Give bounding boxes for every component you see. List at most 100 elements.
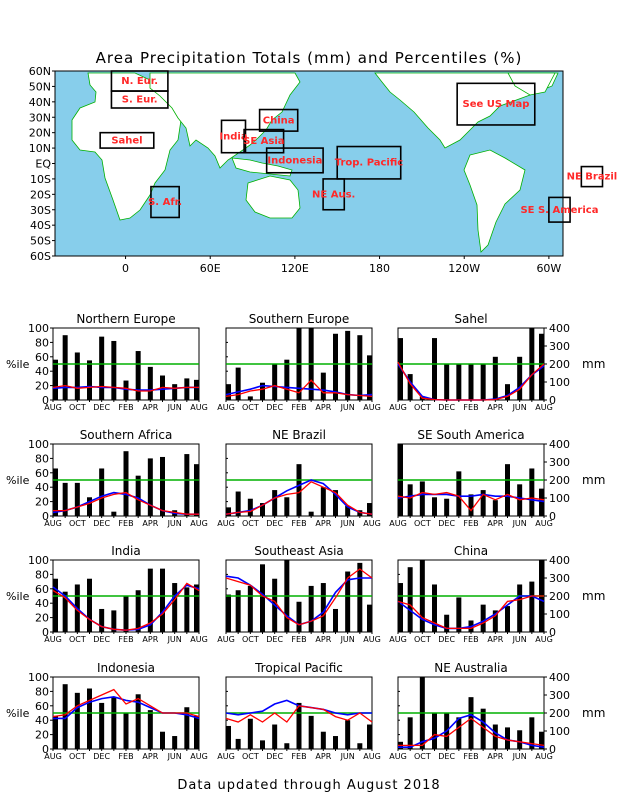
right-tick-label: 0 — [549, 626, 556, 639]
left-tick-label: 60 — [35, 583, 49, 596]
left-tick-label: 100 — [28, 322, 49, 335]
x-tick-label: DEC — [266, 403, 283, 412]
left-tick-label: 40 — [35, 365, 49, 378]
x-tick-label: FEB — [463, 635, 478, 644]
percentile-bar — [320, 487, 326, 516]
x-tick-label: FEB — [118, 752, 133, 761]
percentile-bar — [432, 584, 437, 632]
map-lat-label: 20N — [29, 127, 51, 140]
percentile-bar — [87, 688, 92, 749]
x-tick-label: JUN — [340, 403, 355, 412]
right-tick-label: 200 — [549, 707, 570, 720]
x-tick-label: AUG — [44, 635, 62, 644]
percentile-bar — [111, 697, 117, 749]
percentile-bar — [333, 608, 338, 632]
figure-title: Area Precipitation Totals (mm) and Perce… — [96, 49, 523, 67]
x-tick-label: DEC — [93, 403, 110, 412]
x-tick-label: DEC — [438, 403, 455, 412]
percentile-bar — [272, 490, 278, 516]
percentile-bar — [345, 505, 351, 516]
region-box — [110, 90, 169, 109]
percentile-bar — [345, 330, 351, 400]
percentile-bar — [407, 484, 413, 516]
percentile-bar — [480, 708, 486, 749]
x-tick-label: APR — [142, 752, 158, 761]
x-tick-label: AUG — [190, 519, 208, 528]
panel-title: Southern Africa — [80, 428, 173, 442]
percentile-bar — [367, 355, 372, 400]
percentile-bar — [308, 715, 314, 749]
percentile-bar — [529, 717, 535, 749]
left-tick-label: 60 — [35, 700, 49, 713]
percentile-bar — [272, 724, 278, 749]
percentile-bar — [320, 731, 326, 749]
percentile-bar — [123, 451, 129, 516]
x-tick-label: APR — [487, 403, 503, 412]
left-axis-unit: %ile — [6, 590, 30, 603]
region-label: Sahel — [111, 135, 142, 146]
observed-precip-line — [225, 568, 373, 626]
percentile-bar — [147, 710, 153, 749]
percentile-bar — [74, 482, 80, 516]
left-tick-label: 80 — [35, 568, 49, 581]
right-tick-label: 100 — [549, 492, 570, 505]
percentile-bar — [226, 594, 231, 632]
x-tick-label: FEB — [463, 519, 478, 528]
percentile-bar — [529, 468, 535, 516]
percentile-bar — [333, 490, 338, 516]
percentile-bar — [505, 727, 510, 749]
percentile-bar — [184, 378, 190, 400]
observed-precip-line — [225, 705, 373, 723]
percentile-bar — [172, 384, 178, 400]
percentile-bar — [87, 578, 92, 632]
x-tick-label: JUN — [512, 519, 527, 528]
percentile-bar — [111, 340, 117, 400]
map-lat-label: 40N — [29, 96, 51, 109]
left-axis-unit: %ile — [6, 474, 30, 487]
x-tick-label: FEB — [118, 519, 133, 528]
x-tick-label: APR — [142, 635, 158, 644]
left-tick-label: 60 — [35, 467, 49, 480]
percentile-bar — [226, 507, 231, 516]
map-lon-label: 60W — [536, 262, 561, 275]
x-tick-label: JUN — [340, 635, 355, 644]
percentile-bar — [99, 608, 105, 632]
region-label: N. Eur. — [121, 76, 158, 87]
region-label: India — [219, 132, 247, 143]
left-tick-label: 60 — [35, 351, 49, 364]
percentile-bar — [194, 464, 199, 516]
percentile-bar — [432, 497, 437, 516]
right-tick-label: 300 — [549, 689, 570, 702]
panel-title: Tropical Pacific — [254, 661, 343, 675]
right-axis-unit: mm — [582, 473, 605, 487]
continents — [71, 72, 559, 253]
normal-precip-line — [225, 479, 373, 515]
region-label: SE S. America — [520, 205, 598, 216]
x-tick-label: OCT — [242, 403, 259, 412]
percentile-bar — [135, 694, 141, 749]
x-tick-label: JUN — [167, 635, 182, 644]
panel-tropical-pacific: Tropical Pacific AUG OCT DEC FEB APR JUN AUG — [217, 661, 381, 761]
percentile-bar — [62, 335, 68, 400]
region-box — [322, 178, 346, 211]
region-label: Trop. Pacific — [335, 158, 404, 169]
right-tick-label: 200 — [549, 474, 570, 487]
percentile-bar — [529, 581, 535, 632]
panel-southern-europe: Southern Europe AUG OCT DEC FEB APR JUN AUG — [217, 312, 381, 412]
right-tick-label: 100 — [549, 725, 570, 738]
region-label: S. Afr. — [148, 197, 182, 208]
map-lat-label: 20S — [30, 188, 51, 201]
percentile-bar — [247, 718, 253, 749]
percentile-bar — [226, 384, 231, 400]
percentile-bar — [398, 583, 403, 632]
percentile-bar — [74, 692, 80, 749]
left-tick-label: 20 — [35, 380, 49, 393]
observed-precip-line — [397, 595, 544, 630]
percentile-bar — [53, 468, 58, 516]
map-lat-label: 50S — [30, 235, 51, 248]
x-tick-label: AUG — [44, 403, 62, 412]
